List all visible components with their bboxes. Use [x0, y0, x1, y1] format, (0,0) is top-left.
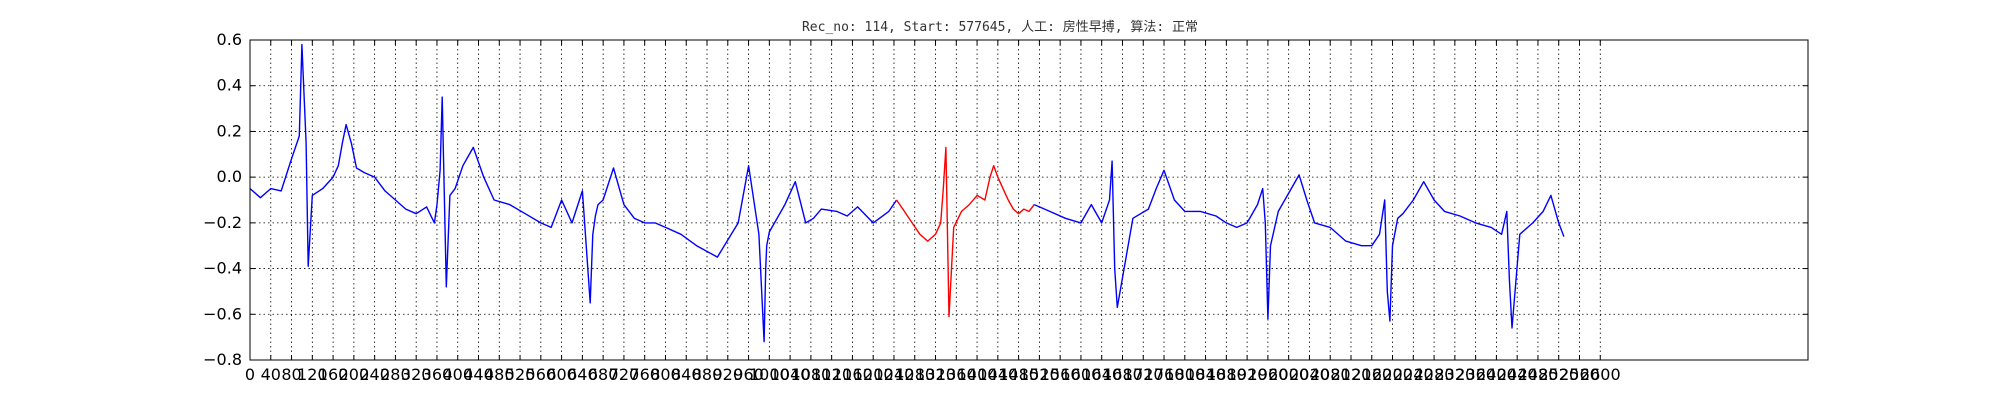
x-tick-label: 200	[339, 365, 370, 384]
x-tick-label: 1560	[1040, 365, 1081, 384]
x-axis-ticks: 0 40 8012016020024028032036040044048052056…	[245, 40, 1621, 384]
x-tick-label: 560	[526, 365, 557, 384]
x-tick-label: 1360	[936, 365, 977, 384]
x-tick-label: 1640	[1081, 365, 1122, 384]
x-tick-label: 1040	[770, 365, 811, 384]
x-tick-label: 600	[546, 365, 577, 384]
x-tick-label: 2000	[1268, 365, 1309, 384]
x-tick-label: 840	[671, 365, 702, 384]
x-tick-label: 1800	[1164, 365, 1205, 384]
x-tick-label: 2440	[1497, 365, 1538, 384]
x-tick-label: 1240	[874, 365, 915, 384]
x-tick-label: 800	[650, 365, 681, 384]
x-tick-label: 760	[629, 365, 660, 384]
y-tick-label: −0.2	[203, 213, 242, 232]
x-tick-label: 1120	[811, 365, 852, 384]
grid-lines	[249, 39, 1808, 361]
x-tick-label: 1680	[1102, 365, 1143, 384]
x-tick-label: 1320	[915, 365, 956, 384]
x-tick-label: 2200	[1372, 365, 1413, 384]
x-tick-label: 520	[505, 365, 536, 384]
plot-area-frame	[249, 39, 1809, 361]
x-tick-label: 2080	[1310, 365, 1351, 384]
series-line-1	[249, 43, 898, 343]
x-tick-label: 360	[422, 365, 453, 384]
x-tick-label: 1000	[749, 365, 790, 384]
x-tick-label: 1400	[957, 365, 998, 384]
y-tick-label: −0.6	[203, 304, 242, 323]
x-tick-label: 640	[567, 365, 598, 384]
x-tick-label: 280	[380, 365, 411, 384]
x-tick-label: 880	[692, 365, 723, 384]
x-tick-label: 920	[713, 365, 744, 384]
x-tick-label: 40	[261, 365, 281, 384]
x-tick-label: 1520	[1019, 365, 1060, 384]
chart-title: Rec_no: 114, Start: 577645, 人工: 房性早搏, 算法…	[802, 19, 1198, 35]
x-tick-label: 2480	[1518, 365, 1559, 384]
x-tick-label: 1480	[998, 365, 1039, 384]
x-tick-label: 2520	[1538, 365, 1579, 384]
x-tick-label: 2600	[1580, 365, 1621, 384]
x-tick-label: 2360	[1455, 365, 1496, 384]
x-tick-label: 480	[484, 365, 515, 384]
x-tick-label: 1880	[1206, 365, 1247, 384]
x-tick-label: 2560	[1559, 365, 1600, 384]
x-tick-label: 2400	[1476, 365, 1517, 384]
y-tick-label: 0.6	[217, 30, 242, 49]
y-tick-label: 0.4	[217, 76, 242, 95]
y-tick-label: −0.4	[203, 259, 242, 278]
x-tick-label: 320	[401, 365, 432, 384]
x-tick-label: 1200	[853, 365, 894, 384]
y-tick-label: −0.8	[203, 350, 242, 369]
x-tick-label: 2160	[1351, 365, 1392, 384]
x-tick-label: 1600	[1061, 365, 1102, 384]
x-tick-label: 0	[245, 365, 255, 384]
x-tick-label: 440	[463, 365, 494, 384]
x-tick-label: 1720	[1123, 365, 1164, 384]
x-tick-label: 720	[609, 365, 640, 384]
x-tick-label: 80	[281, 365, 301, 384]
x-tick-label: 400	[442, 365, 473, 384]
y-tick-label: 0.2	[217, 121, 242, 140]
series-line-2	[896, 146, 1035, 318]
x-tick-label: 1840	[1185, 365, 1226, 384]
x-tick-label: 1160	[832, 365, 873, 384]
x-tick-label: 240	[359, 365, 390, 384]
y-tick-label: 0.0	[217, 167, 242, 186]
x-tick-label: 1280	[894, 365, 935, 384]
x-tick-label: 2320	[1434, 365, 1475, 384]
x-tick-label: 2240	[1393, 365, 1434, 384]
x-tick-label: 2040	[1289, 365, 1330, 384]
x-tick-label: 120	[297, 365, 328, 384]
x-tick-label: 680	[588, 365, 619, 384]
x-tick-label: 960	[733, 365, 764, 384]
x-tick-label: 1760	[1144, 365, 1185, 384]
series-lines	[249, 43, 1565, 343]
x-tick-label: 2120	[1331, 365, 1372, 384]
y-axis-ticks: −0.8 −0.6 −0.4 −0.2 0.0 0.2 0.4 0.6	[203, 30, 1808, 369]
x-tick-label: 1960	[1248, 365, 1289, 384]
x-tick-label: 2280	[1414, 365, 1455, 384]
x-tick-label: 1440	[977, 365, 1018, 384]
x-tick-label: 160	[318, 365, 349, 384]
series-line-3	[1033, 160, 1565, 329]
x-tick-label: 1920	[1227, 365, 1268, 384]
x-tick-label: 1080	[791, 365, 832, 384]
